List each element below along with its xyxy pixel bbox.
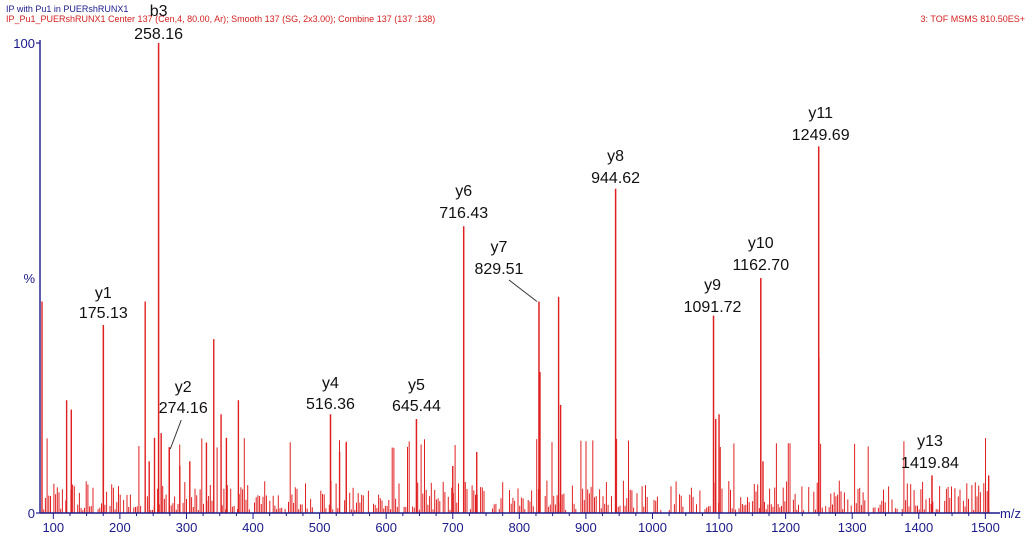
- ion-label-y4: y4: [322, 375, 339, 392]
- x-tick-label: 1300: [838, 520, 867, 535]
- x-tick-label: 900: [575, 520, 597, 535]
- ion-label-y2: y2: [175, 379, 192, 396]
- ion-label-y13: y13: [917, 433, 943, 450]
- ion-mz-y11: 1249.69: [792, 127, 850, 144]
- x-tick-label: 1400: [904, 520, 933, 535]
- x-axis-label: m/z: [1000, 506, 1021, 521]
- major-peaks: [42, 43, 989, 513]
- ion-mz-y1: 175.13: [79, 305, 128, 322]
- ion-mz-y10: 1162.70: [732, 257, 789, 274]
- noise-peaks: [42, 438, 989, 513]
- axes: 100 % 0 m/z 100 200 300 400 500 600 700 800 900 1…: [13, 36, 1021, 535]
- peak-annotations: b3 258.16 y1 175.13 y2 274.16 y4 516.36 y5 645.44…: [79, 3, 959, 472]
- x-tick-label: 200: [109, 520, 131, 535]
- x-tick-label: 400: [242, 520, 264, 535]
- ion-mz-y5: 645.44: [392, 398, 441, 415]
- ion-label-y6: y6: [455, 183, 472, 200]
- ion-mz-y9: 1091.72: [684, 299, 742, 316]
- ion-mz-y4: 516.36: [306, 396, 355, 413]
- ion-label-y9: y9: [704, 277, 721, 294]
- x-tick-label: 300: [176, 520, 198, 535]
- leader-line-y7: [509, 280, 537, 302]
- y-tick-label-0: 0: [28, 506, 35, 521]
- ion-mz-y2: 274.16: [159, 400, 208, 417]
- x-tick-label: 1000: [638, 520, 667, 535]
- ion-mz-y6: 716.43: [439, 205, 488, 222]
- x-tick-label: 700: [442, 520, 464, 535]
- ion-label-y10: y10: [748, 235, 774, 252]
- ion-label-y5: y5: [408, 377, 425, 394]
- x-tick-label: 1500: [971, 520, 1000, 535]
- ion-mz-y7: 829.51: [475, 261, 524, 278]
- ion-mz-y13: 1419.84: [901, 455, 959, 472]
- x-tick-label: 1100: [705, 520, 733, 535]
- y-tick-label-100: 100: [13, 36, 35, 51]
- x-tick-label: 500: [309, 520, 331, 535]
- ion-mz-y8: 944.62: [591, 170, 640, 187]
- ion-label-y1: y1: [95, 285, 112, 302]
- x-tick-label: 800: [508, 520, 530, 535]
- ion-mz-b3: 258.16: [134, 26, 183, 43]
- y-axis-label: %: [23, 271, 35, 286]
- ion-label-y7: y7: [491, 239, 508, 256]
- x-tick-label: 100: [42, 520, 64, 535]
- x-tick-label: 1200: [771, 520, 800, 535]
- ion-label-b3: b3: [150, 3, 168, 20]
- ion-label-y8: y8: [607, 148, 624, 165]
- x-tick-label: 600: [375, 520, 397, 535]
- ion-label-y11: y11: [808, 105, 833, 122]
